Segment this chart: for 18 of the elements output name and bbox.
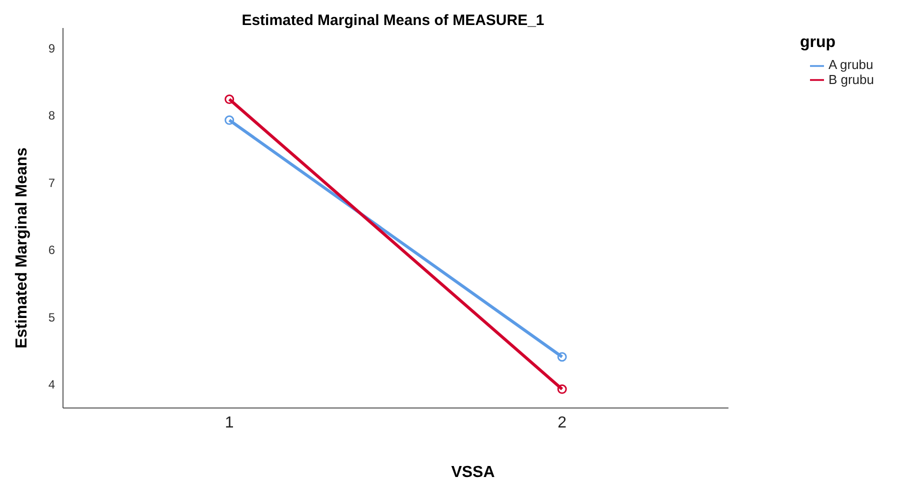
chart-title: Estimated Marginal Means of MEASURE_1	[240, 12, 546, 29]
y-tick-label: 4	[48, 378, 56, 392]
x-tick-label: 2	[558, 414, 567, 432]
y-tick-label: 7	[48, 176, 56, 190]
point	[224, 115, 234, 125]
legend-label: A grubu	[828, 57, 874, 72]
y-tick-label: 5	[48, 310, 56, 324]
legend-label: B grubu	[828, 72, 874, 87]
x-axis-title: VSSA	[451, 464, 495, 481]
y-tick-label: 8	[48, 108, 56, 123]
point	[557, 352, 567, 362]
x-tick-label: 1	[224, 414, 234, 432]
legend-title: grup	[800, 34, 836, 52]
point	[224, 94, 234, 104]
y-axis-title: Estimated Marginal Means	[13, 148, 31, 348]
y-tick-label: 9	[48, 41, 56, 56]
point	[557, 384, 567, 394]
y-tick-label: 6	[48, 243, 56, 258]
